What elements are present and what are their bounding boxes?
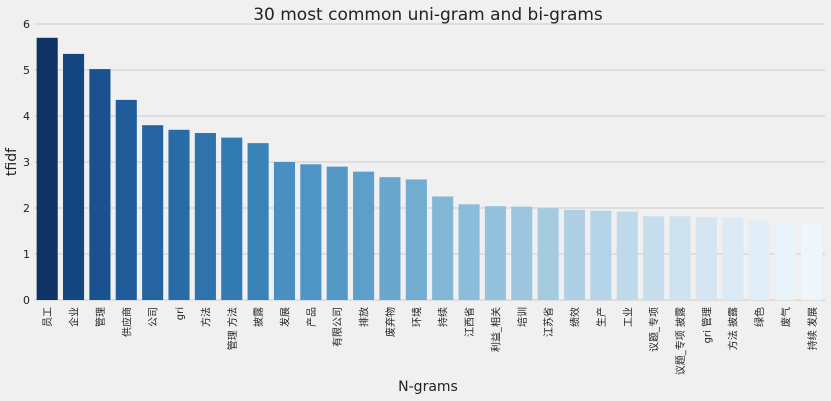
bar	[379, 177, 401, 300]
x-tick-label: gri	[175, 307, 186, 320]
x-tick-label: 持续 发展	[806, 307, 819, 350]
bar	[748, 220, 770, 300]
bars	[36, 37, 823, 301]
bar	[537, 208, 559, 300]
bar	[326, 166, 348, 300]
y-tick-label: 0	[23, 294, 30, 307]
bar	[722, 217, 744, 300]
bar	[563, 209, 586, 300]
x-tick-label: 员工	[42, 307, 54, 327]
bar	[36, 37, 58, 301]
x-tick-label: 排放	[358, 307, 371, 327]
x-tick-label: 发展	[278, 307, 291, 327]
bar	[89, 69, 111, 300]
x-tick-label: 管理 方法	[226, 307, 239, 350]
x-tick-label: 议题_专项 披露	[674, 307, 687, 375]
x-tick-label: 公司	[149, 307, 160, 327]
bar	[458, 204, 480, 300]
bar	[695, 217, 717, 300]
x-tick-label: 废弃物	[384, 307, 397, 337]
bar	[300, 164, 322, 300]
bar	[115, 99, 137, 301]
x-tick-label: 方法	[199, 307, 212, 327]
x-tick-label: 生产	[595, 307, 608, 327]
bar	[669, 216, 691, 300]
bar	[590, 210, 612, 300]
bar	[511, 206, 533, 300]
x-tick-label: 企业	[68, 307, 81, 327]
bar	[247, 143, 269, 300]
y-tick-label: 1	[23, 248, 30, 261]
bar	[221, 137, 243, 300]
y-axis-label: tfidf	[4, 147, 20, 176]
x-tick-label: 绩效	[569, 307, 582, 327]
bar	[273, 162, 296, 300]
x-tick-label: 议题_专项	[648, 307, 661, 352]
y-tick-labels: 0 1 2 3 4 5 6	[23, 18, 30, 307]
chart-title: 30 most common uni-gram and bi-grams	[253, 5, 603, 25]
x-tick-label: 环境	[410, 307, 423, 327]
y-tick-label: 2	[23, 202, 30, 215]
x-tick-label: 利益_相关	[489, 307, 502, 352]
x-tick-label: gri 管理	[700, 307, 713, 343]
x-tick-label: 管理	[94, 307, 107, 327]
bar	[353, 171, 375, 300]
x-tick-label: 废气	[779, 307, 792, 327]
x-tick-label: 披露	[252, 307, 265, 327]
x-tick-label: 绿色	[753, 307, 766, 327]
x-tick-label: 方法 披露	[727, 307, 740, 350]
bar	[194, 133, 216, 300]
bar	[168, 129, 190, 300]
bar	[643, 216, 665, 300]
x-axis-label: N-grams	[398, 379, 458, 395]
y-tick-label: 4	[23, 110, 30, 123]
x-tick-label: 培训	[516, 307, 529, 327]
bar	[405, 179, 427, 300]
bar	[484, 206, 506, 300]
gridlines	[34, 23, 825, 301]
x-tick-label: 江苏省	[542, 307, 555, 337]
bar	[63, 53, 85, 301]
y-tick-label: 5	[23, 64, 30, 77]
bar	[801, 223, 823, 300]
bar	[432, 196, 454, 300]
bar	[142, 125, 164, 300]
x-tick-labels: 员工 企业 管理 供应商 公司 gri 方法 管理 方法 披露 发展 产品 有限公司 排放 废弃物 环境 持续…	[42, 307, 819, 375]
x-tick-label: 供应商	[120, 307, 133, 337]
x-tick-label: 持续	[437, 307, 450, 327]
y-tick-label: 6	[23, 18, 30, 31]
y-tick-label: 3	[23, 156, 30, 169]
bar	[616, 211, 638, 300]
bar	[774, 222, 796, 300]
x-tick-label: 产品	[305, 307, 318, 327]
x-tick-label: 江西省	[463, 307, 476, 337]
x-tick-label: 工业	[622, 307, 634, 327]
x-tick-label: 有限公司	[331, 307, 344, 347]
